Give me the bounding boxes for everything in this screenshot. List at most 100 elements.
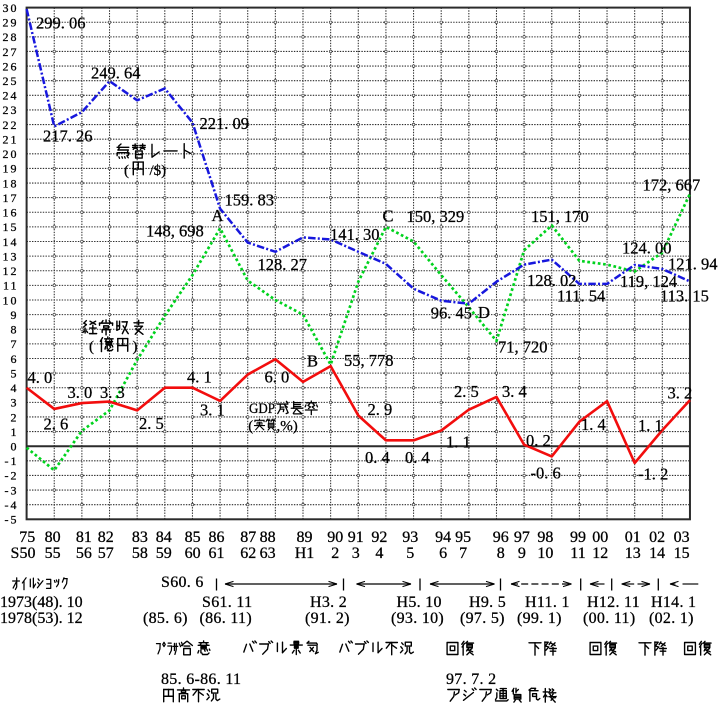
svg-text:S50: S50 [11,545,36,562]
svg-text:01: 01 [625,529,641,546]
svg-text:1: 1 [11,425,19,439]
svg-text:(86. 11): (86. 11) [200,610,252,627]
svg-text:111. 54: 111. 54 [557,287,605,306]
svg-text:98: 98 [537,529,553,546]
svg-text:6: 6 [439,545,447,562]
svg-text:249. 64: 249. 64 [91,63,141,82]
svg-text:H14. 1: H14. 1 [651,594,696,611]
svg-text:6: 6 [11,352,19,366]
svg-text:24: 24 [3,89,19,103]
svg-text:9: 9 [11,308,19,322]
svg-text:/$): /$) [150,163,167,179]
svg-text:5: 5 [406,545,414,562]
svg-text:H5. 10: H5. 10 [397,594,442,611]
svg-text:113. 15: 113. 15 [660,287,709,306]
svg-text:30: 30 [3,1,19,15]
svg-text:92: 92 [371,529,387,546]
svg-text:85: 85 [185,529,201,546]
svg-text:60: 60 [185,545,201,562]
svg-text:299. 06: 299. 06 [36,14,86,33]
svg-text:S61. 11: S61. 11 [202,594,252,611]
svg-text:2: 2 [11,410,19,424]
svg-text:99: 99 [570,529,586,546]
svg-text:141. 30: 141. 30 [330,225,380,244]
svg-text:2. 5: 2. 5 [454,382,479,401]
svg-text:3. 1: 3. 1 [200,401,225,420]
svg-text:5: 5 [11,366,19,380]
svg-text:-0. 6: -0. 6 [531,464,561,483]
svg-text:(02. 1): (02. 1) [649,610,694,627]
svg-text:94: 94 [435,529,451,546]
svg-text:00: 00 [592,529,608,546]
svg-text:-2: -2 [5,469,19,483]
svg-text:75: 75 [19,529,35,546]
svg-text:(: ( [124,163,129,179]
svg-text:121. 94: 121. 94 [668,255,718,274]
svg-text:0. 4: 0. 4 [405,448,430,467]
svg-text:-1. 2: -1. 2 [638,465,668,484]
svg-text:-3: -3 [5,483,19,497]
svg-text:12: 12 [592,545,608,562]
svg-text:150, 329: 150, 329 [407,207,465,226]
svg-text:80: 80 [45,529,61,546]
svg-text:221. 09: 221. 09 [200,114,250,133]
svg-text:172, 667: 172, 667 [643,176,701,195]
svg-text:3. 3: 3. 3 [100,383,125,402]
svg-text:1973(48). 10: 1973(48). 10 [0,594,83,611]
svg-text:90: 90 [327,529,343,546]
svg-text:H1: H1 [295,545,315,562]
svg-text:7: 7 [459,545,467,562]
svg-text:8: 8 [497,545,505,562]
svg-text:27: 27 [3,45,19,59]
svg-text:91: 91 [348,529,364,546]
svg-text:0. 4: 0. 4 [365,448,390,467]
svg-text:151, 170: 151, 170 [531,207,589,226]
svg-text:6. 0: 6. 0 [265,368,290,387]
svg-text:97: 97 [514,529,530,546]
svg-text:13: 13 [3,249,19,263]
svg-text:14: 14 [649,545,665,562]
svg-text:85. 6-86. 11: 85. 6-86. 11 [161,671,241,688]
svg-text:82: 82 [98,529,114,546]
svg-text:H3. 2: H3. 2 [310,594,347,611]
svg-text:28: 28 [3,30,19,44]
svg-text:(85. 6): (85. 6) [143,610,188,627]
svg-text:29: 29 [3,16,19,30]
svg-text:128. 27: 128. 27 [258,255,308,274]
svg-text:87: 87 [240,529,256,546]
svg-text:0. 2: 0. 2 [526,431,551,450]
svg-text:21: 21 [3,133,19,147]
svg-text:148, 698: 148, 698 [146,222,204,241]
svg-text:02: 02 [649,529,665,546]
svg-text:H9. 5: H9. 5 [469,594,506,611]
svg-text:-5: -5 [5,513,19,527]
svg-text:159. 83: 159. 83 [225,191,275,210]
svg-text:B: B [307,352,318,371]
svg-text:4: 4 [375,545,383,562]
svg-text:14: 14 [3,235,19,249]
svg-text:18: 18 [3,176,19,190]
svg-text:56: 56 [76,545,92,562]
svg-text:63: 63 [260,545,276,562]
svg-text:03: 03 [674,529,690,546]
svg-text:96: 96 [493,529,509,546]
svg-text:4. 0: 4. 0 [28,368,53,387]
svg-text:16: 16 [3,206,19,220]
svg-text:4: 4 [11,381,19,395]
svg-text:95: 95 [455,529,471,546]
svg-text:3: 3 [11,396,19,410]
svg-text:3: 3 [352,545,360,562]
svg-text:20: 20 [3,147,19,161]
svg-text:25: 25 [3,74,19,88]
svg-text:4. 1: 4. 1 [187,368,212,387]
svg-text:D: D [478,303,490,322]
svg-text:2. 6: 2. 6 [44,415,69,434]
svg-text:55: 55 [45,545,61,562]
svg-text:9: 9 [518,545,526,562]
svg-text:(99. 1): (99. 1) [517,610,562,627]
svg-text:119, 124: 119, 124 [620,272,677,291]
svg-text:58: 58 [132,545,148,562]
svg-text:81: 81 [76,529,92,546]
svg-text:(93. 10): (93. 10) [391,610,444,627]
svg-text:H11. 1: H11. 1 [525,594,570,611]
